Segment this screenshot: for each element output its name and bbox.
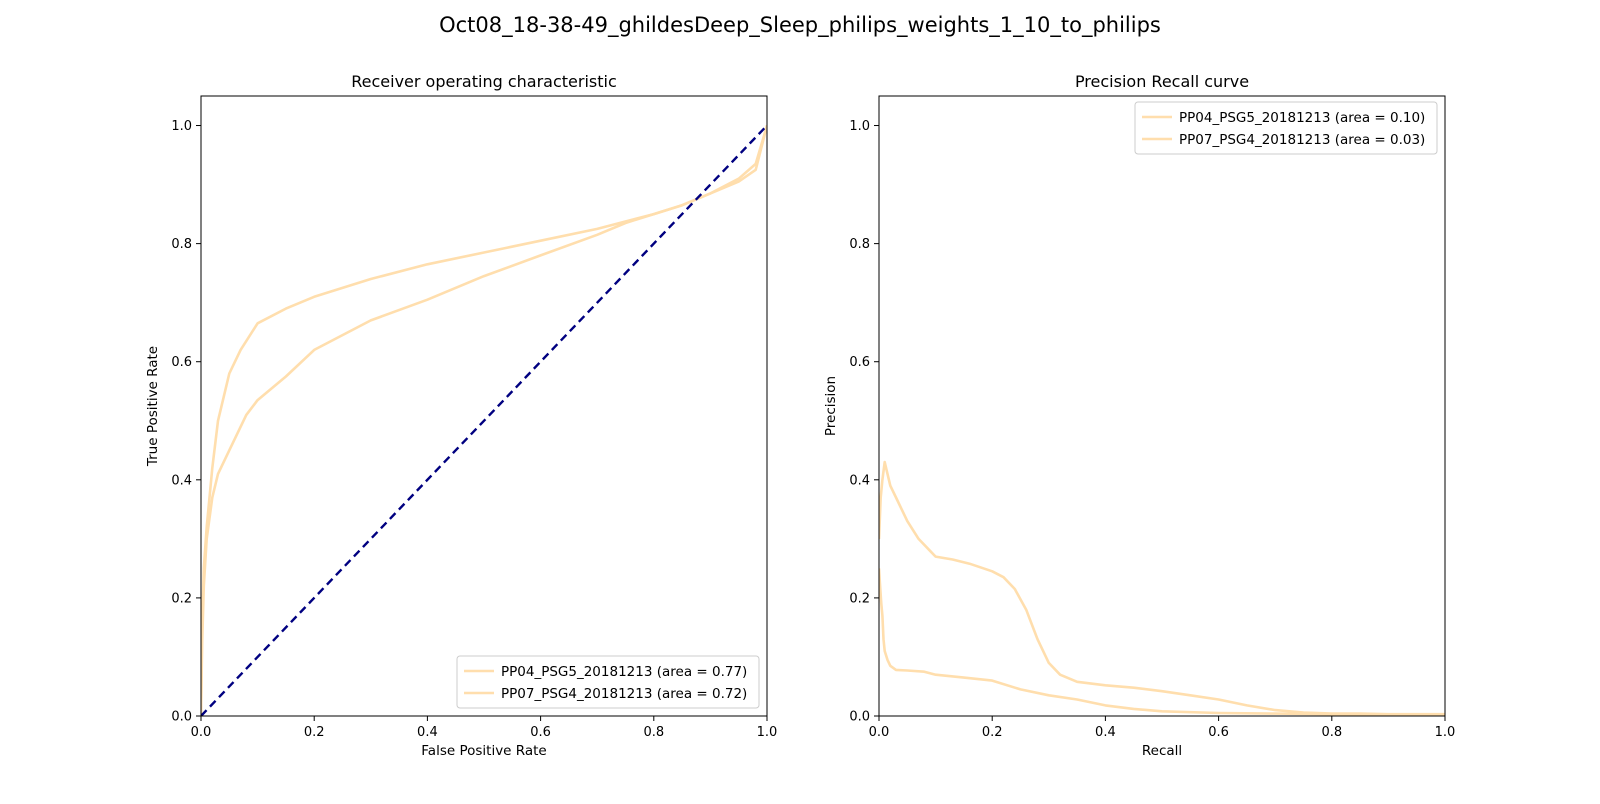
- series-line-1: [879, 460, 1445, 716]
- x-axis-label: False Positive Rate: [421, 743, 546, 759]
- chart-title: Receiver operating characteristic: [351, 72, 617, 91]
- x-axis-label: Recall: [1142, 743, 1182, 759]
- y-axis-label: Precision: [823, 376, 839, 436]
- y-tick-label: 0.4: [849, 473, 870, 488]
- legend-entry-label: PP07_PSG4_20181213 (area = 0.03): [1179, 132, 1425, 148]
- series-group: [201, 124, 767, 716]
- series-line-2: [201, 125, 767, 716]
- x-tick-label: 0.4: [417, 725, 438, 740]
- x-tick-label: 0.8: [643, 725, 664, 740]
- legend-entry-label: PP04_PSG5_20181213 (area = 0.77): [501, 664, 747, 680]
- chart-2: 0.0 0.2 0.4 0.6 0.8 1.0 0.0 0.2 0.4 0.6 0.8 1.0 Prec…: [823, 72, 1455, 759]
- y-tick-label: 0.6: [849, 355, 870, 370]
- chart-1: 0.0 0.2 0.4 0.6 0.8 1.0 0.0 0.2 0.4 0.6 0.8 1.0 Rece…: [145, 72, 777, 759]
- chart-title: Precision Recall curve: [1075, 72, 1249, 91]
- x-tick-label: 1.0: [1435, 725, 1456, 740]
- x-tick-label: 0.8: [1321, 725, 1342, 740]
- y-tick-label: 0.4: [171, 473, 192, 488]
- series-line-2: [879, 568, 1445, 716]
- legend-entry-label: PP07_PSG4_20181213 (area = 0.72): [501, 686, 747, 702]
- x-tick-label: 0.0: [191, 725, 212, 740]
- series-group: [879, 460, 1445, 716]
- x-tick-label: 0.2: [304, 725, 325, 740]
- y-tick-label: 1.0: [849, 119, 870, 134]
- x-tick-label: 0.4: [1095, 725, 1116, 740]
- y-axis-label: True Positive Rate: [145, 346, 161, 467]
- legend-entry-label: PP04_PSG5_20181213 (area = 0.10): [1179, 110, 1425, 126]
- y-tick-label: 0.0: [849, 710, 870, 725]
- y-tick-label: 0.2: [849, 591, 870, 606]
- axes-frame: [200, 95, 768, 717]
- x-tick-label: 0.6: [530, 725, 551, 740]
- legend: PP04_PSG5_20181213 (area = 0.10) PP07_PSG…: [1134, 101, 1438, 155]
- y-tick-label: 0.0: [171, 710, 192, 725]
- legend: PP04_PSG5_20181213 (area = 0.77) PP07_PSG…: [456, 655, 760, 709]
- x-tick-label: 0.6: [1208, 725, 1229, 740]
- y-tick-label: 0.8: [849, 237, 870, 252]
- y-tick-label: 0.6: [171, 355, 192, 370]
- y-tick-label: 1.0: [171, 119, 192, 134]
- legend-box: [1134, 101, 1438, 155]
- x-tick-label: 1.0: [757, 725, 778, 740]
- x-tick-label: 0.2: [982, 725, 1003, 740]
- y-tick-label: 0.2: [171, 591, 192, 606]
- chance-line: [201, 124, 767, 716]
- x-tick-label: 0.0: [869, 725, 890, 740]
- y-tick-label: 0.8: [171, 237, 192, 252]
- figure-suptitle: Oct08_18-38-49_ghildesDeep_Sleep_philips…: [439, 13, 1161, 38]
- legend-box: [456, 655, 760, 709]
- axes-frame: [878, 95, 1446, 717]
